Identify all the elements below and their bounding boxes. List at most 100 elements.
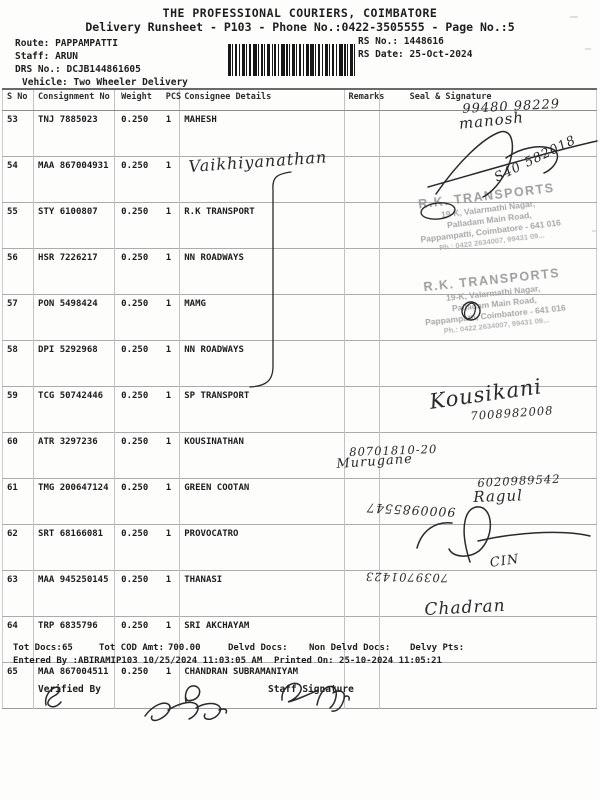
cell-sno: 63: [2, 570, 34, 617]
cell-pcs: 1: [157, 524, 180, 571]
cell-consignment: STY 6100807: [33, 202, 115, 249]
cell-pcs: 1: [157, 340, 180, 387]
cell-remarks: [343, 340, 380, 387]
cell-sno: 55: [2, 202, 34, 249]
cell-consignment: MAA 867004931: [33, 156, 115, 203]
cell-consignment: TRP 6835796: [33, 616, 115, 663]
rs-date-label: RS Date:: [358, 49, 404, 60]
cell-sno: 58: [2, 340, 34, 387]
staff-line: Staff: ARUN: [15, 51, 78, 62]
cell-consignee: NN ROADWAYS: [179, 248, 345, 295]
cell-weight: 0.250: [114, 662, 158, 709]
tot-docs-label: Tot Docs:: [13, 643, 62, 653]
cell-remarks: [343, 156, 380, 203]
cell-pcs: 1: [157, 478, 180, 525]
col-header-weight: Weight: [114, 89, 158, 111]
rs-no-label: RS No.:: [358, 36, 399, 47]
cell-remarks: [343, 570, 380, 617]
cell-weight: 0.250: [114, 432, 158, 479]
staff-value: ARUN: [55, 51, 78, 62]
cell-seal-signature: [378, 616, 597, 663]
cell-weight: 0.250: [114, 478, 158, 525]
handwritten-digits-row65: 7039701423: [364, 569, 449, 585]
scan-artifact: [570, 16, 578, 18]
cell-remarks: [343, 478, 380, 525]
route-value: PAPPAMPATTI: [55, 38, 118, 49]
cell-remarks: [343, 202, 380, 249]
table-row: 65 MAA 867004511 0.250 1 CHANDRAN SUBRAM…: [2, 662, 597, 709]
table-row: 60 ATR 3297236 0.250 1 KOUSINATHAN: [2, 432, 597, 479]
cell-remarks: [343, 662, 380, 709]
cell-consignment: DPI 5292968: [33, 340, 115, 387]
cell-remarks: [343, 524, 380, 571]
cell-weight: 0.250: [114, 386, 158, 433]
cell-pcs: 1: [157, 248, 180, 295]
cell-weight: 0.250: [114, 570, 158, 617]
cell-sno: 65: [2, 662, 34, 709]
col-header-remarks: Remarks: [343, 89, 384, 111]
cell-consignment: MAA 945250145: [33, 570, 115, 617]
cell-weight: 0.250: [114, 110, 158, 157]
cell-pcs: 1: [157, 662, 180, 709]
cell-weight: 0.250: [114, 248, 158, 295]
tot-docs-value: 65: [62, 643, 73, 653]
col-header-consignment: Consignment No: [33, 89, 115, 111]
cell-consignee: SRI AKCHAYAM: [179, 616, 345, 663]
cell-weight: 0.250: [114, 524, 158, 571]
route-label: Route:: [15, 38, 50, 49]
cell-remarks: [343, 294, 380, 341]
cell-pcs: 1: [157, 570, 180, 617]
cell-consignment: TNJ 7885023: [33, 110, 115, 157]
staff-label: Staff:: [15, 51, 50, 62]
cell-sno: 57: [2, 294, 34, 341]
cell-seal-signature: [378, 570, 597, 617]
drs-line: DRS No.: DCJB144861605: [15, 64, 141, 75]
cell-seal-signature: [378, 386, 597, 433]
cell-sno: 59: [2, 386, 34, 433]
cell-consignment: SRT 68166081: [33, 524, 115, 571]
cod-value: 700.00: [168, 643, 201, 653]
staff-signature-label: Staff Signature: [268, 684, 354, 695]
cell-consignee: THANASI: [179, 570, 345, 617]
cell-pcs: 1: [157, 294, 180, 341]
cell-sno: 53: [2, 110, 34, 157]
delvy-pts-label: Delvy Pts:: [410, 643, 465, 653]
consignment-table: S No Consignment No Weight PCS Consignee…: [2, 88, 597, 709]
cell-remarks: [343, 110, 380, 157]
cell-weight: 0.250: [114, 294, 158, 341]
rs-date-value: 25-Oct-2024: [409, 49, 473, 60]
route-line: Route: PAPPAMPATTI: [15, 38, 118, 49]
table-row: 59 TCG 50742446 0.250 1 SP TRANSPORT: [2, 386, 597, 433]
cell-sno: 61: [2, 478, 34, 525]
cell-consignee: MAHESH: [179, 110, 345, 157]
cell-pcs: 1: [157, 110, 180, 157]
drs-value: DCJB144861605: [66, 64, 141, 75]
cell-sno: 60: [2, 432, 34, 479]
table-row: 63 MAA 945250145 0.250 1 THANASI: [2, 570, 597, 617]
cell-sno: 64: [2, 616, 34, 663]
cell-pcs: 1: [157, 386, 180, 433]
cell-weight: 0.250: [114, 156, 158, 203]
rs-no-value: 1448616: [403, 36, 444, 47]
cell-sno: 54: [2, 156, 34, 203]
cell-consignee: KOUSINATHAN: [179, 432, 345, 479]
cell-consignment: TMG 200647124: [33, 478, 115, 525]
cell-weight: 0.250: [114, 202, 158, 249]
runsheet-subtitle: Delivery Runsheet - P103 - Phone No.:042…: [85, 20, 515, 34]
table-row: 64 TRP 6835796 0.250 1 SRI AKCHAYAM: [2, 616, 597, 663]
col-header-consignee: Consignee Details: [179, 89, 345, 111]
company-title: THE PROFESSIONAL COURIERS, COIMBATORE: [162, 6, 438, 20]
barcode: [228, 44, 356, 76]
cell-consignment: PON 5498424: [33, 294, 115, 341]
cell-sno: 56: [2, 248, 34, 295]
non-delvd-docs-label: Non Delvd Docs:: [309, 643, 391, 653]
cell-seal-signature: [378, 294, 597, 341]
cell-seal-signature: [378, 524, 597, 571]
cell-seal-signature: [378, 340, 597, 387]
cell-consignee: GREEN COOTAN: [179, 478, 345, 525]
cell-pcs: 1: [157, 202, 180, 249]
cell-weight: 0.250: [114, 616, 158, 663]
scan-artifact: [585, 48, 591, 50]
cod-label: Tot COD Amt:: [99, 643, 165, 653]
